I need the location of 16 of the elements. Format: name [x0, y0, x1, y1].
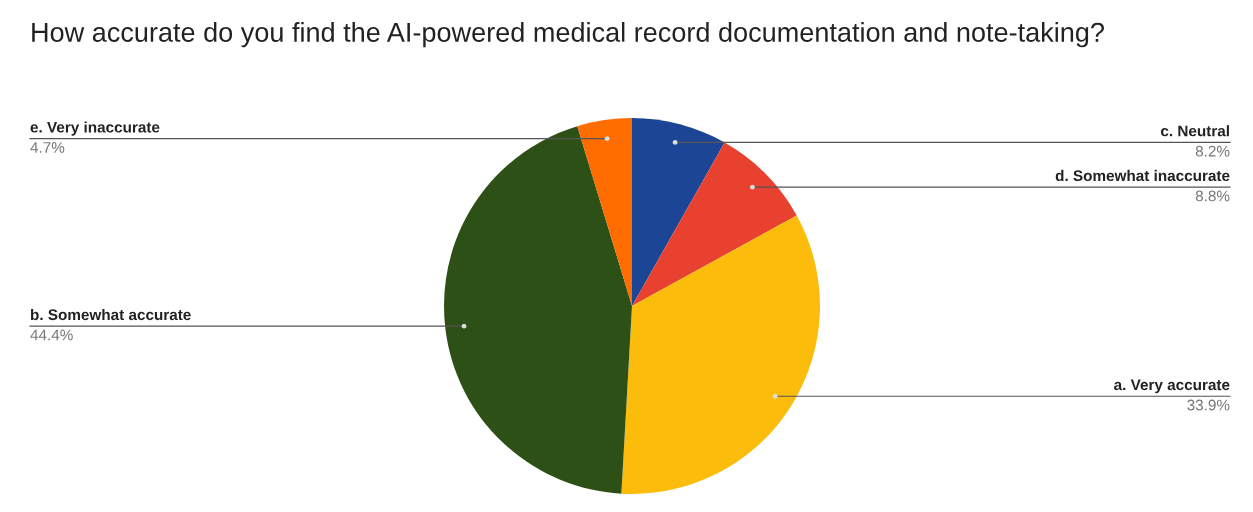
pie-slice: [632, 118, 725, 306]
slice-label: d. Somewhat inaccurate: [1055, 169, 1230, 182]
chart-title: How accurate do you find the AI-powered medical record documentation and note-taking?: [32, 22, 1104, 48]
slice-label: b. Somewhat accurate: [31, 308, 191, 321]
pie-slice: [632, 142, 797, 306]
data-label: 4.7%: [30, 142, 65, 153]
data-label: 44.4%: [30, 329, 73, 341]
slice-label: c. Neutral: [1160, 125, 1229, 137]
data-label: 8.2%: [1195, 145, 1230, 157]
slice-label: a. Very accurate: [1114, 379, 1230, 394]
data-label: 33.9%: [1187, 399, 1230, 411]
pie-slice: [577, 118, 632, 306]
slice-label: e. Very inaccurate: [30, 121, 160, 136]
pie-slice: [444, 126, 632, 494]
data-label: 8.8%: [1195, 190, 1230, 202]
pie-slice: [621, 215, 820, 494]
